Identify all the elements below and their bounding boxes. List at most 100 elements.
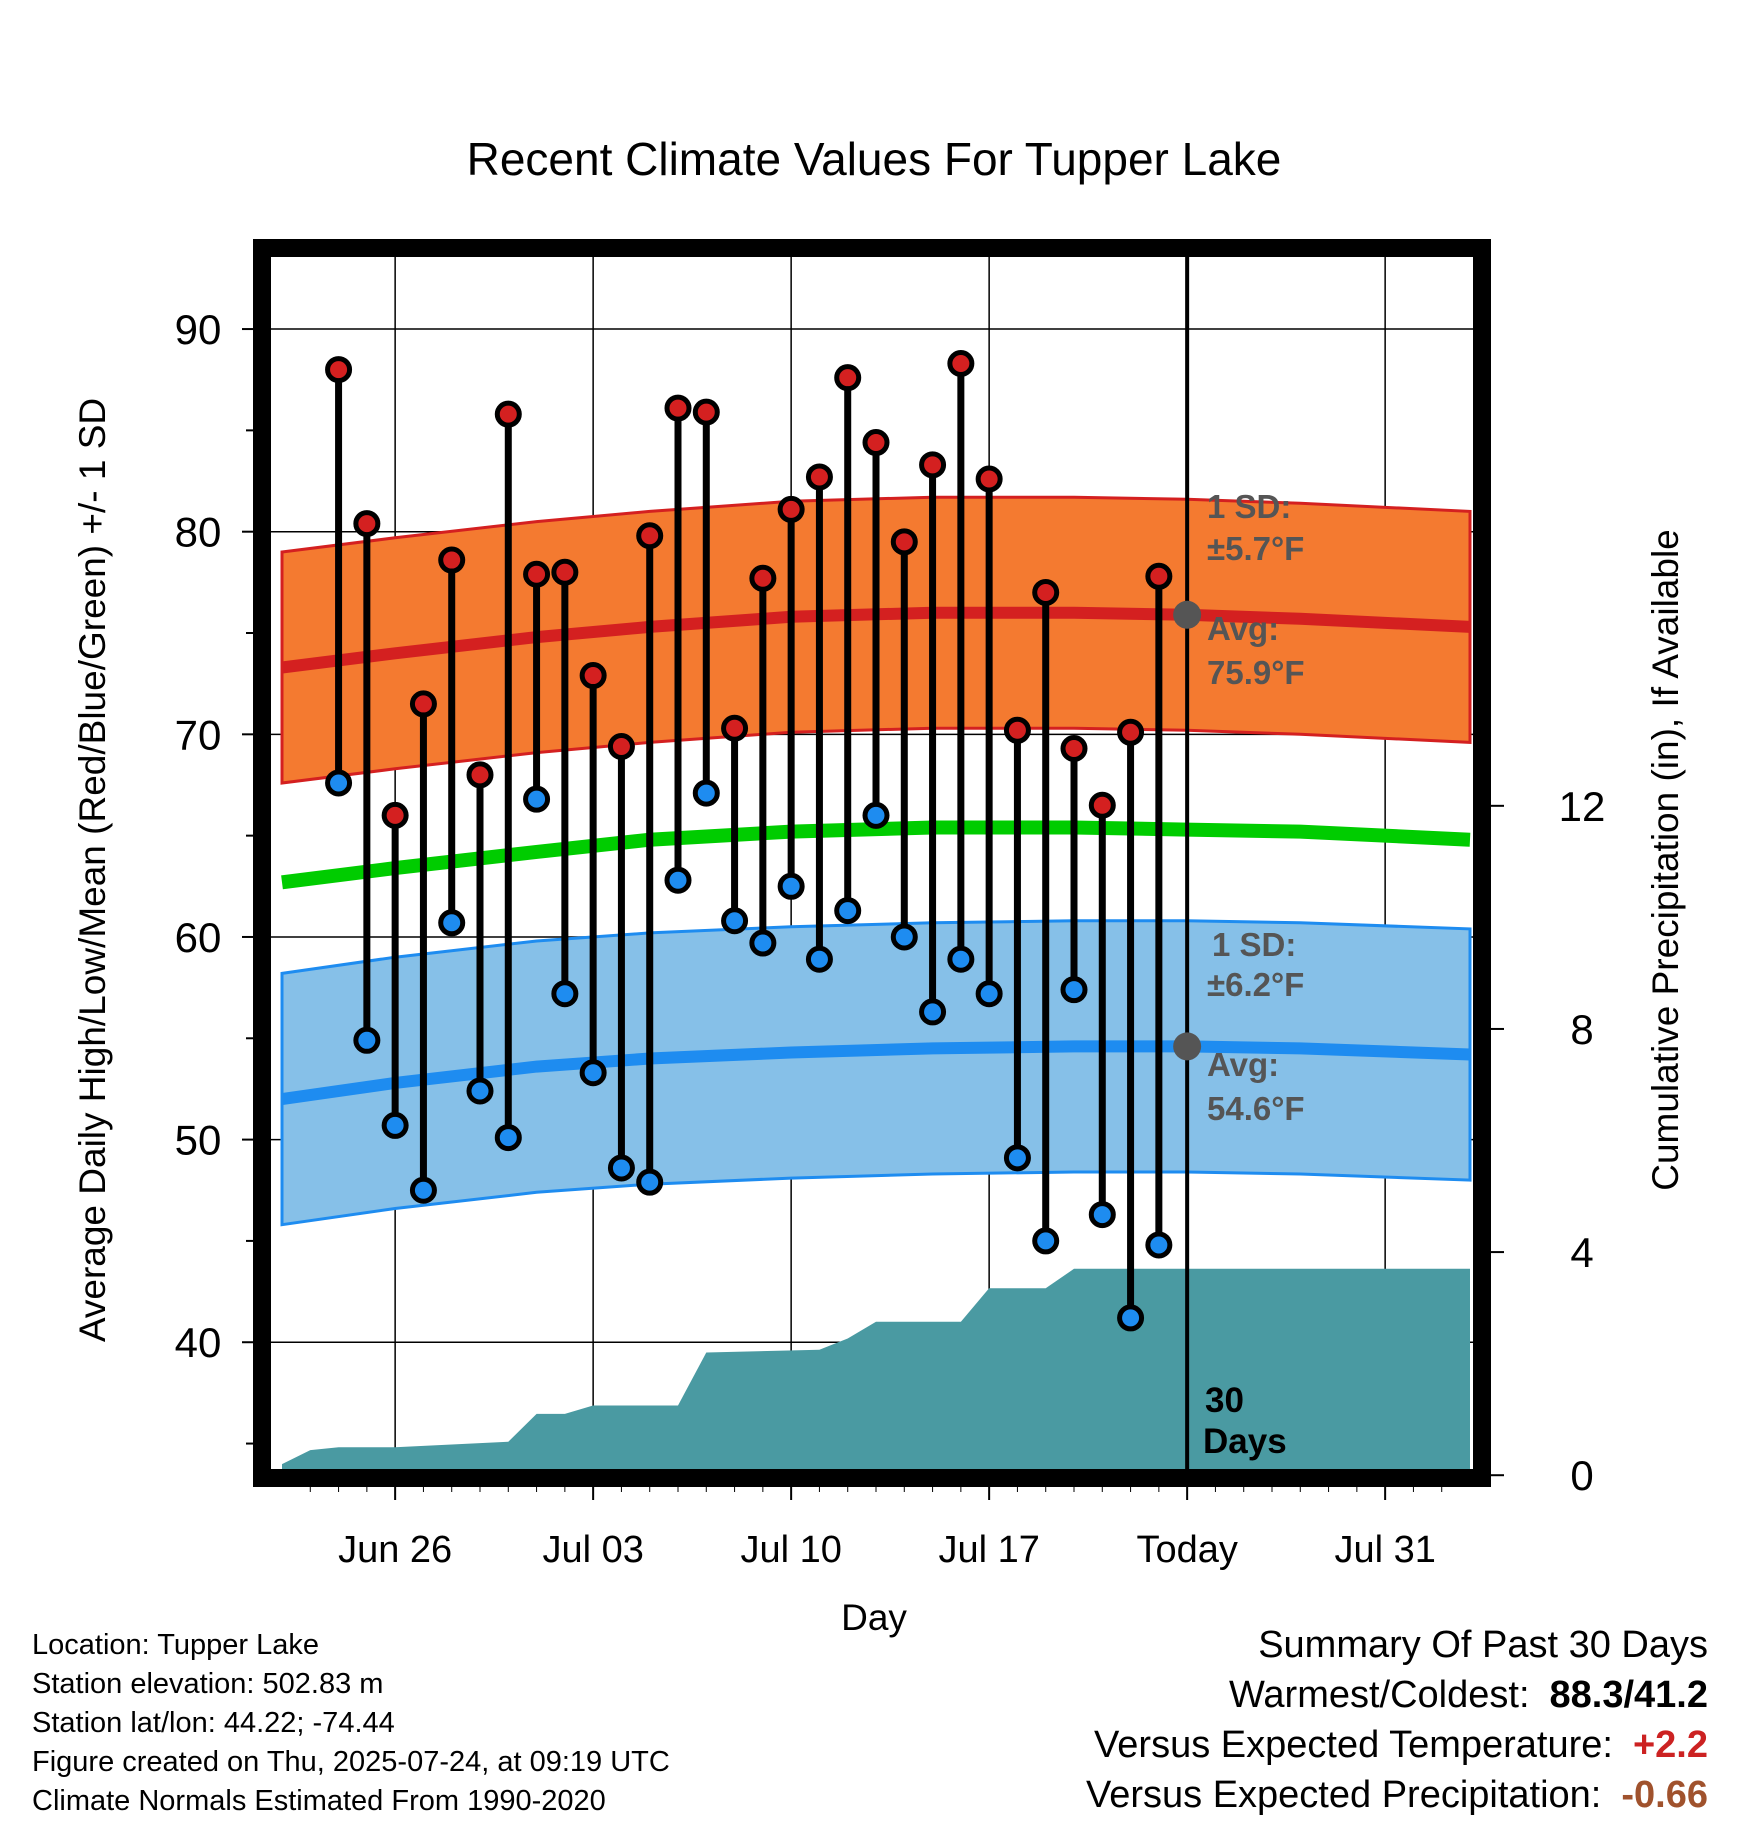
- daily-low-point: [523, 785, 551, 813]
- y2-axis-label: Cumulative Precipitation (in), If Availa…: [1645, 529, 1686, 1191]
- daily-low-point: [721, 907, 749, 935]
- normals-text: Climate Normals Estimated From 1990-2020: [32, 1785, 606, 1817]
- temp-label: Versus Expected Temperature:: [1094, 1724, 1613, 1766]
- daily-low-point: [1003, 1144, 1031, 1172]
- low-avg-marker: [1173, 1032, 1202, 1061]
- daily-low-point: [466, 1077, 494, 1105]
- daily-low-point: [579, 1059, 607, 1087]
- daily-high-point: [1003, 716, 1031, 744]
- daily-high-point: [551, 558, 579, 586]
- plot-content: [262, 248, 1482, 1478]
- high-sd-title: 1 SD:: [1207, 488, 1291, 525]
- location-text: Location: Tupper Lake: [32, 1629, 319, 1661]
- daily-high-point: [523, 560, 551, 588]
- daily-low-point: [409, 1176, 437, 1204]
- x-tick-label: Today: [1136, 1529, 1237, 1571]
- warm-cold-label: Warmest/Coldest:: [1228, 1674, 1530, 1716]
- elevation-text: Station elevation: 502.83 m: [32, 1668, 384, 1700]
- daily-low-point: [1088, 1201, 1116, 1229]
- daily-low-point: [607, 1154, 635, 1182]
- y-tick-label: 60: [175, 914, 222, 961]
- mean-normal-line: [281, 820, 1471, 890]
- station-info: Location: Tupper Lake Station elevation:…: [32, 1626, 670, 1821]
- precip-area: [282, 1268, 1470, 1476]
- low-avg-value: 54.6°F: [1207, 1090, 1305, 1127]
- daily-low-point: [551, 980, 579, 1008]
- temp-value: +2.2: [1632, 1724, 1708, 1766]
- daily-high-point: [409, 690, 437, 718]
- low-sd-band: [280, 919, 1472, 1227]
- daily-high-point: [749, 564, 777, 592]
- daily-high-point: [1032, 578, 1060, 606]
- daily-high-point: [692, 398, 720, 426]
- high-normal-line: [281, 606, 1471, 674]
- x-tick-label: Jul 10: [740, 1529, 841, 1571]
- y2-tick-label: 4: [1570, 1229, 1593, 1276]
- daily-high-point: [579, 662, 607, 690]
- summary-warm-cold-row: Warmest/Coldest: 88.3/41.2: [1086, 1670, 1708, 1720]
- daily-low-point: [664, 866, 692, 894]
- x-tick-label: Jul 17: [938, 1529, 1039, 1571]
- daily-high-point: [862, 429, 890, 457]
- daily-low-point: [1032, 1227, 1060, 1255]
- daily-low-point: [975, 980, 1003, 1008]
- days-label-word: Days: [1203, 1422, 1287, 1461]
- summary-panel: Summary Of Past 30 Days Warmest/Coldest:…: [1086, 1620, 1708, 1820]
- daily-high-point: [466, 761, 494, 789]
- x-tick-label: Jul 03: [542, 1529, 643, 1571]
- days-label-number: 30: [1205, 1381, 1244, 1420]
- daily-high-point: [777, 495, 805, 523]
- y-tick-label: 40: [175, 1319, 222, 1366]
- x-axis-label: Day: [841, 1597, 907, 1638]
- summary-title: Summary Of Past 30 Days: [1258, 1624, 1708, 1666]
- daily-low-point: [353, 1026, 381, 1054]
- daily-low-point: [862, 801, 890, 829]
- daily-low-point: [834, 897, 862, 925]
- daily-low-point: [805, 945, 833, 973]
- daily-high-point: [636, 522, 664, 550]
- high-avg-value: 75.9°F: [1207, 654, 1305, 691]
- summary-precip-row: Versus Expected Precipitation: -0.66: [1086, 1770, 1708, 1820]
- daily-low-point: [636, 1168, 664, 1196]
- y2-tick-label: 0: [1570, 1452, 1593, 1499]
- daily-high-point: [805, 463, 833, 491]
- plot-frame: [253, 239, 1491, 1487]
- daily-low-point: [749, 929, 777, 957]
- high-sd-value: ±5.7°F: [1207, 530, 1304, 567]
- daily-low-point: [890, 923, 918, 951]
- daily-low-point: [777, 872, 805, 900]
- precip-label: Versus Expected Precipitation:: [1085, 1774, 1602, 1816]
- daily-high-point: [721, 714, 749, 742]
- annotations: 1 SD: ±5.7°F Avg: 75.9°F 1 SD: ±6.2°F Av…: [1203, 488, 1305, 1461]
- daily-high-point: [664, 394, 692, 422]
- y-axis-label: Average Daily High/Low/Mean (Red/Blue/Gr…: [72, 398, 113, 1342]
- low-sd-title: 1 SD:: [1212, 926, 1296, 963]
- warm-cold-value: 88.3/41.2: [1549, 1674, 1708, 1716]
- daily-high-point: [1117, 718, 1145, 746]
- low-avg-title: Avg:: [1207, 1046, 1279, 1083]
- high-avg-marker: [1173, 600, 1202, 629]
- created-text: Figure created on Thu, 2025-07-24, at 09…: [32, 1746, 670, 1778]
- daily-high-point: [919, 451, 947, 479]
- daily-high-point: [381, 801, 409, 829]
- daily-high-point: [975, 465, 1003, 493]
- daily-low-point: [438, 909, 466, 937]
- precip-value: -0.66: [1621, 1774, 1708, 1816]
- daily-high-point: [890, 528, 918, 556]
- low-normal-line: [281, 1040, 1471, 1106]
- latlon-text: Station lat/lon: 44.22; -74.44: [32, 1707, 395, 1739]
- chart-title: Recent Climate Values For Tupper Lake: [467, 133, 1282, 185]
- daily-high-point: [834, 364, 862, 392]
- y-tick-label: 70: [175, 711, 222, 758]
- y2-tick-label: 12: [1559, 783, 1606, 830]
- high-avg-title: Avg:: [1207, 610, 1279, 647]
- y-tick-label: 80: [175, 509, 222, 556]
- daily-high-point: [438, 546, 466, 574]
- low-sd-value: ±6.2°F: [1207, 966, 1304, 1003]
- daily-high-point: [1060, 735, 1088, 763]
- daily-low-point: [381, 1111, 409, 1139]
- daily-low-point: [1145, 1231, 1173, 1259]
- y2-tick-label: 8: [1570, 1006, 1593, 1053]
- daily-low-point: [919, 998, 947, 1026]
